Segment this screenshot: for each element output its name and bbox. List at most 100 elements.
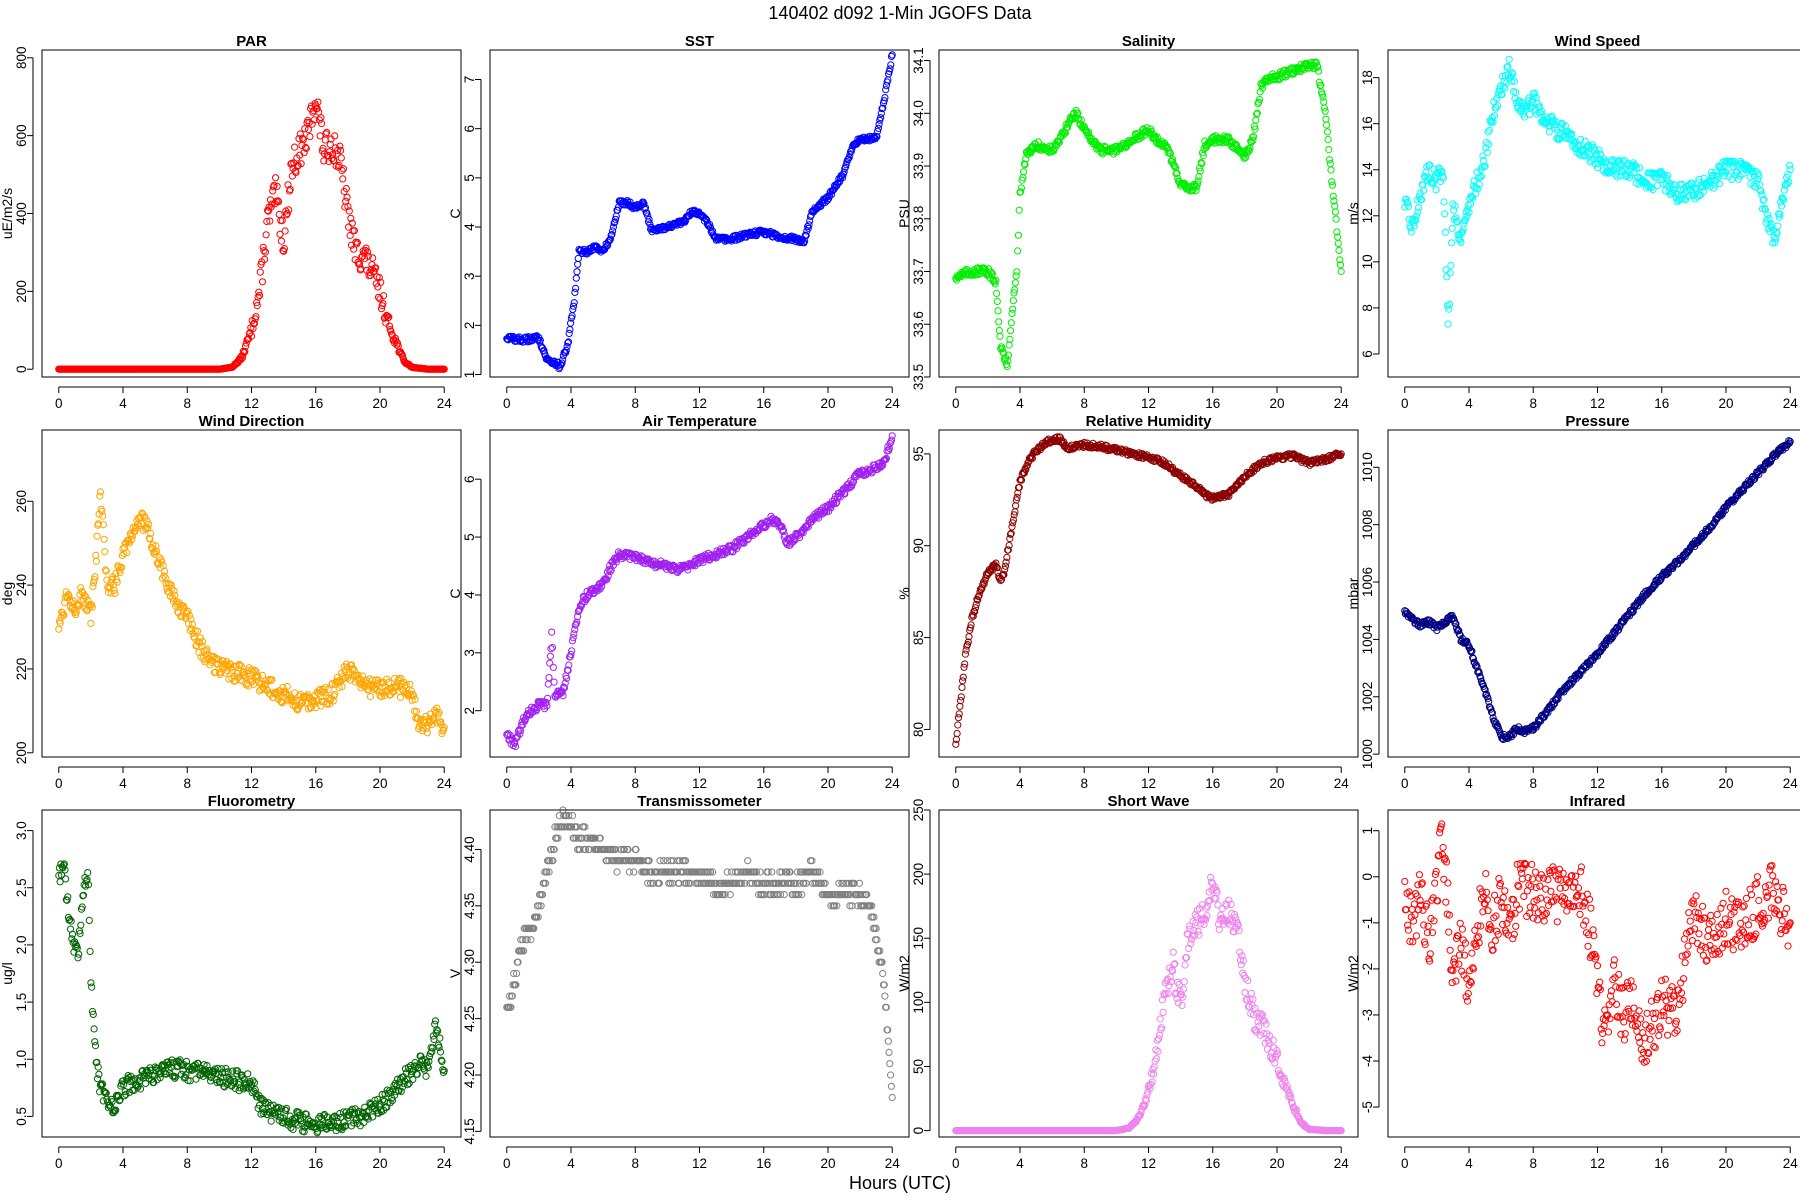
data-point — [563, 342, 571, 351]
data-point — [1199, 152, 1207, 160]
data-point — [1329, 192, 1337, 200]
data-point — [250, 320, 258, 328]
data-point — [279, 246, 287, 255]
data-point — [1326, 160, 1334, 168]
y-axis-label: % — [896, 587, 912, 599]
data-point — [241, 347, 249, 355]
data-point — [364, 248, 372, 256]
data-point — [314, 98, 322, 106]
x-tick-label: 4 — [567, 776, 575, 791]
data-point — [1014, 231, 1023, 239]
data-point — [611, 215, 620, 223]
x-tick-label: 16 — [756, 776, 771, 791]
data-point — [959, 673, 967, 681]
data-point — [274, 198, 283, 206]
data-point — [1050, 144, 1058, 152]
y-axis: 33.533.633.733.833.934.034.1 — [911, 47, 931, 390]
data-points — [952, 433, 1345, 748]
data-point — [993, 297, 1001, 305]
x-axis: 0 4 8 12 16 20 24 — [55, 386, 452, 411]
x-tick-label: 24 — [1334, 396, 1350, 411]
data-point — [1332, 215, 1340, 223]
data-point — [1009, 297, 1018, 305]
data-point — [369, 254, 377, 262]
x-tick-label: 12 — [1141, 776, 1156, 791]
y-tick-label: 33.6 — [911, 311, 926, 337]
data-point — [337, 146, 345, 155]
data-point — [77, 921, 85, 929]
data-point — [1334, 239, 1342, 247]
data-point — [1404, 202, 1413, 210]
data-point — [100, 535, 108, 543]
data-point — [55, 625, 63, 633]
data-point — [1420, 187, 1428, 195]
data-point — [601, 244, 609, 252]
data-point — [562, 346, 570, 354]
data-point — [704, 222, 712, 230]
x-tick-label: 4 — [567, 396, 575, 411]
x-tick-label: 0 — [952, 396, 960, 411]
data-point — [1450, 206, 1458, 214]
data-point — [277, 237, 285, 245]
plot-frame — [1387, 429, 1800, 758]
data-point — [1320, 104, 1329, 112]
panel-title: Wind Speed — [1555, 33, 1641, 50]
data-point — [348, 219, 356, 227]
data-point — [877, 109, 885, 118]
data-points — [1401, 437, 1794, 744]
y-tick-label: 1000 — [1360, 739, 1375, 769]
data-point — [253, 302, 261, 310]
data-point — [802, 232, 810, 240]
data-point — [1196, 167, 1204, 175]
data-point — [1323, 128, 1332, 136]
data-point — [1336, 256, 1344, 264]
x-tick-label: 8 — [631, 776, 639, 791]
y-tick-label: 7 — [462, 76, 477, 84]
y-axis-label: PSU — [896, 199, 912, 228]
data-point — [93, 532, 101, 540]
x-tick-label: 8 — [631, 396, 639, 411]
data-point — [954, 721, 962, 729]
data-point — [274, 197, 282, 205]
data-point — [1166, 149, 1174, 157]
data-point — [1003, 362, 1011, 371]
data-point — [374, 293, 383, 301]
data-point — [276, 230, 284, 238]
data-point — [1006, 335, 1014, 343]
data-point — [886, 65, 894, 73]
data-point — [328, 155, 336, 163]
data-point — [640, 200, 648, 208]
data-point — [957, 693, 965, 701]
data-point — [549, 663, 557, 672]
data-point — [626, 198, 634, 206]
data-point — [92, 557, 101, 565]
data-point — [272, 174, 280, 182]
data-point — [280, 247, 288, 255]
data-point — [380, 292, 388, 300]
figure-title: 140402 d092 1-Min JGOFS Data — [768, 3, 1032, 23]
data-point — [101, 548, 109, 556]
data-point — [565, 329, 573, 337]
panel-title: Pressure — [1565, 413, 1629, 430]
data-point — [1411, 215, 1419, 224]
y-tick-label: 4 — [462, 591, 477, 599]
x-tick-label: 8 — [1080, 776, 1088, 791]
data-point — [1451, 202, 1459, 210]
y-tick-label: 800 — [14, 47, 29, 70]
data-point — [564, 339, 572, 347]
data-point — [1457, 239, 1465, 247]
data-point — [334, 146, 342, 154]
data-point — [1774, 222, 1782, 230]
data-point — [337, 154, 345, 162]
x-tick-label: 20 — [1269, 776, 1284, 791]
data-point — [958, 683, 966, 692]
data-point — [574, 260, 582, 268]
data-point — [1013, 268, 1021, 276]
data-point — [84, 869, 92, 877]
